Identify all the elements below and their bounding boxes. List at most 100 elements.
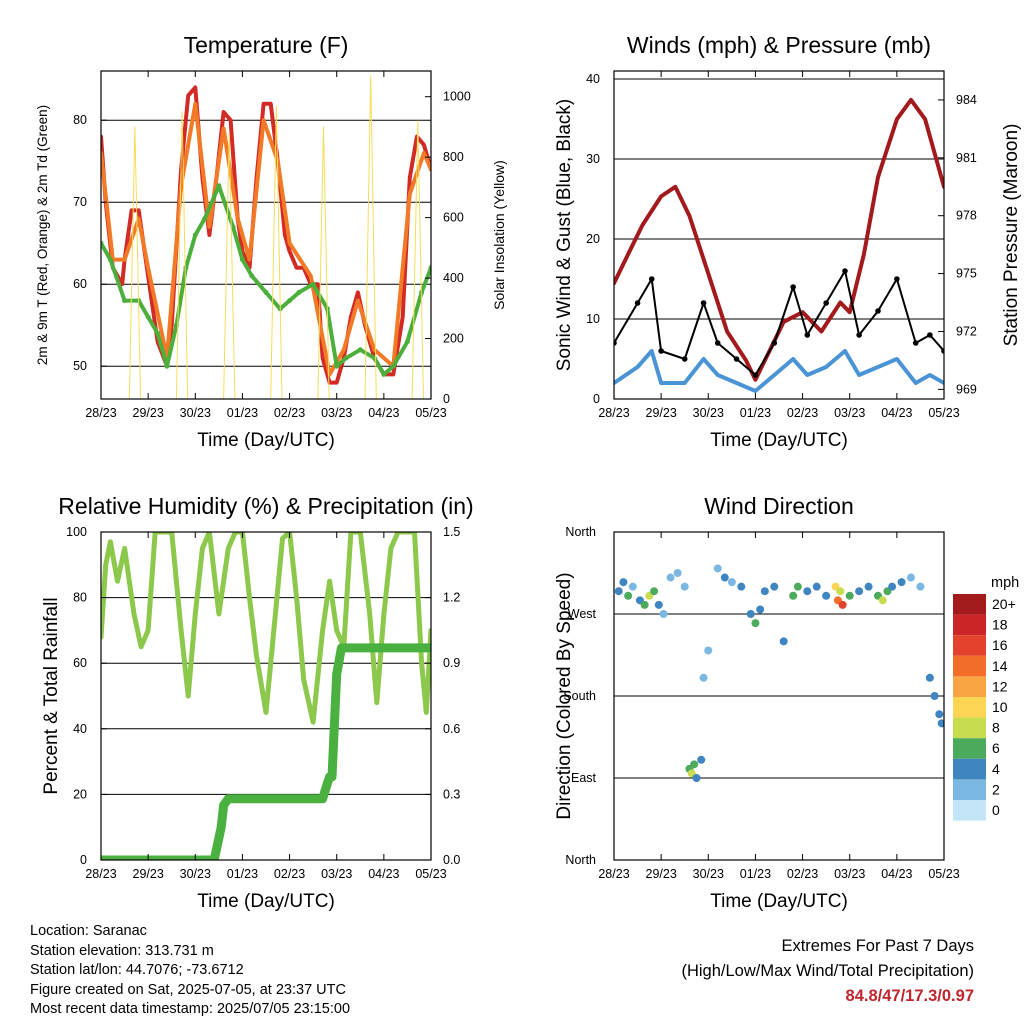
dewpoint-point [192, 232, 198, 238]
y2-axis-label: Solar Insolation (Yellow) [491, 160, 507, 310]
x-tick-label: 02/23 [787, 867, 818, 881]
x-axis-label: Time (Day/UTC) [197, 430, 335, 451]
y2-tick-label: 972 [956, 324, 977, 338]
y-tick-label: South [563, 689, 596, 703]
direction-point [930, 692, 939, 700]
y2-tick-label: 984 [956, 93, 977, 107]
y-axis-label: Direction (Colored By Speed) [554, 572, 575, 819]
y-tick-label: 100 [66, 525, 87, 539]
x-tick-label: 04/23 [368, 406, 399, 420]
gust-point [856, 332, 862, 338]
legend-label: 18 [992, 617, 1008, 633]
y-axis: North East South West North Direction (Colore… [554, 525, 597, 867]
x-tick-label: 29/23 [646, 406, 677, 420]
y2-tick-label: 400 [443, 271, 464, 285]
gust-point [804, 332, 811, 338]
y-tick-label: West [568, 607, 597, 621]
dewpoint-point [343, 355, 349, 361]
y2-tick-label: 0.0 [443, 853, 460, 867]
speed-legend: mph 20+ 18 16 14 12 10 8 6 4 2 0 [953, 575, 1019, 821]
x-axis: 28/23 29/23 30/23 01/23 02/23 03/23 04/23 05/23… [85, 532, 447, 912]
x-tick-label: 04/23 [368, 867, 399, 881]
x-tick-label: 28/23 [85, 867, 116, 881]
series-pressure [614, 97, 944, 382]
legend-swatch [953, 676, 986, 697]
direction-point [770, 582, 779, 591]
station-location: Location: Saranac [30, 923, 147, 939]
y-tick-label: East [571, 771, 597, 785]
direction-point [751, 619, 760, 628]
direction-point [666, 573, 675, 582]
gust-point [941, 348, 944, 354]
gust-point [927, 332, 933, 338]
gust-point [681, 356, 688, 362]
legend-label: 10 [992, 699, 1008, 715]
dewpoint-point [145, 314, 151, 320]
y2-tick-label: 1000 [443, 90, 471, 104]
x-tick-label: 01/23 [227, 867, 258, 881]
dewpoint-point [183, 265, 189, 271]
gust-point [714, 340, 721, 346]
direction-point [699, 673, 708, 682]
direction-point [878, 596, 887, 605]
direction-point [640, 600, 649, 609]
legend-label: 12 [992, 678, 1008, 694]
x-tick-label: 29/23 [133, 867, 164, 881]
x-tick-label: 01/23 [740, 867, 771, 881]
gust-point [752, 372, 759, 378]
direction-point [727, 578, 736, 587]
y2-tick-label: 0.3 [443, 787, 460, 801]
direction-point [793, 582, 802, 591]
legend-label: 14 [992, 658, 1008, 674]
dewpoint-point [263, 289, 269, 295]
y2-tick-label: 0.9 [443, 656, 460, 670]
direction-point [624, 591, 633, 600]
x-tick-label: 28/23 [598, 406, 629, 420]
dewpoint-point [390, 363, 396, 369]
direction-point [680, 582, 689, 591]
y2-axis: 0.0 0.3 0.6 0.9 1.2 1.5 [425, 525, 460, 867]
direction-point [619, 578, 628, 587]
direction-point [650, 587, 659, 596]
direction-point [779, 637, 788, 646]
x-tick-label: 05/23 [415, 867, 446, 881]
gust-point [771, 340, 778, 346]
dewpoint-point [428, 265, 431, 271]
dewpoint-point [164, 363, 170, 369]
y-tick-label: 40 [73, 722, 87, 736]
direction-point [812, 582, 821, 591]
x-tick-label: 03/23 [834, 867, 865, 881]
x-axis: 28/23 29/23 30/23 01/23 02/23 03/23 04/23 05/23… [85, 71, 447, 451]
station-latlon: Station lat/lon: 44.7076; -73.6712 [30, 962, 244, 979]
x-tick-label: 02/23 [274, 867, 305, 881]
gridlines [614, 531, 944, 861]
x-tick-label: 03/23 [834, 406, 865, 420]
y2-tick-label: 0.6 [443, 722, 460, 736]
direction-point [916, 582, 925, 591]
extremes-values: 84.8/47/17.3/0.97 [845, 987, 974, 1005]
y-tick-label: 0 [80, 853, 87, 867]
direction-point [628, 582, 637, 591]
dewpoint-point [249, 273, 255, 279]
extremes-title: Extremes For Past 7 Days [781, 937, 974, 955]
direction-point [737, 582, 746, 591]
legend-unit: mph [991, 575, 1019, 591]
gust-point [842, 268, 848, 274]
gust-point [700, 300, 707, 306]
plot-area [614, 97, 944, 393]
direction-point [654, 600, 663, 609]
y-tick-label: 60 [73, 277, 87, 291]
dewpoint-point [404, 339, 410, 345]
direction-point [855, 587, 864, 596]
dewpoint-point [101, 240, 104, 246]
legend-swatch [953, 758, 986, 780]
y-axis-label: Percent & Total Rainfall [41, 597, 62, 794]
direction-point [704, 646, 713, 655]
direction-point [756, 605, 765, 614]
direction-point [789, 591, 798, 600]
legend-swatch [953, 738, 986, 759]
chart-title: Wind Direction [704, 493, 854, 519]
direction-point [673, 569, 682, 577]
extremes-subtitle: (High/Low/Max Wind/Total Precipitation) [681, 962, 974, 980]
legend-label: 0 [992, 802, 1000, 818]
